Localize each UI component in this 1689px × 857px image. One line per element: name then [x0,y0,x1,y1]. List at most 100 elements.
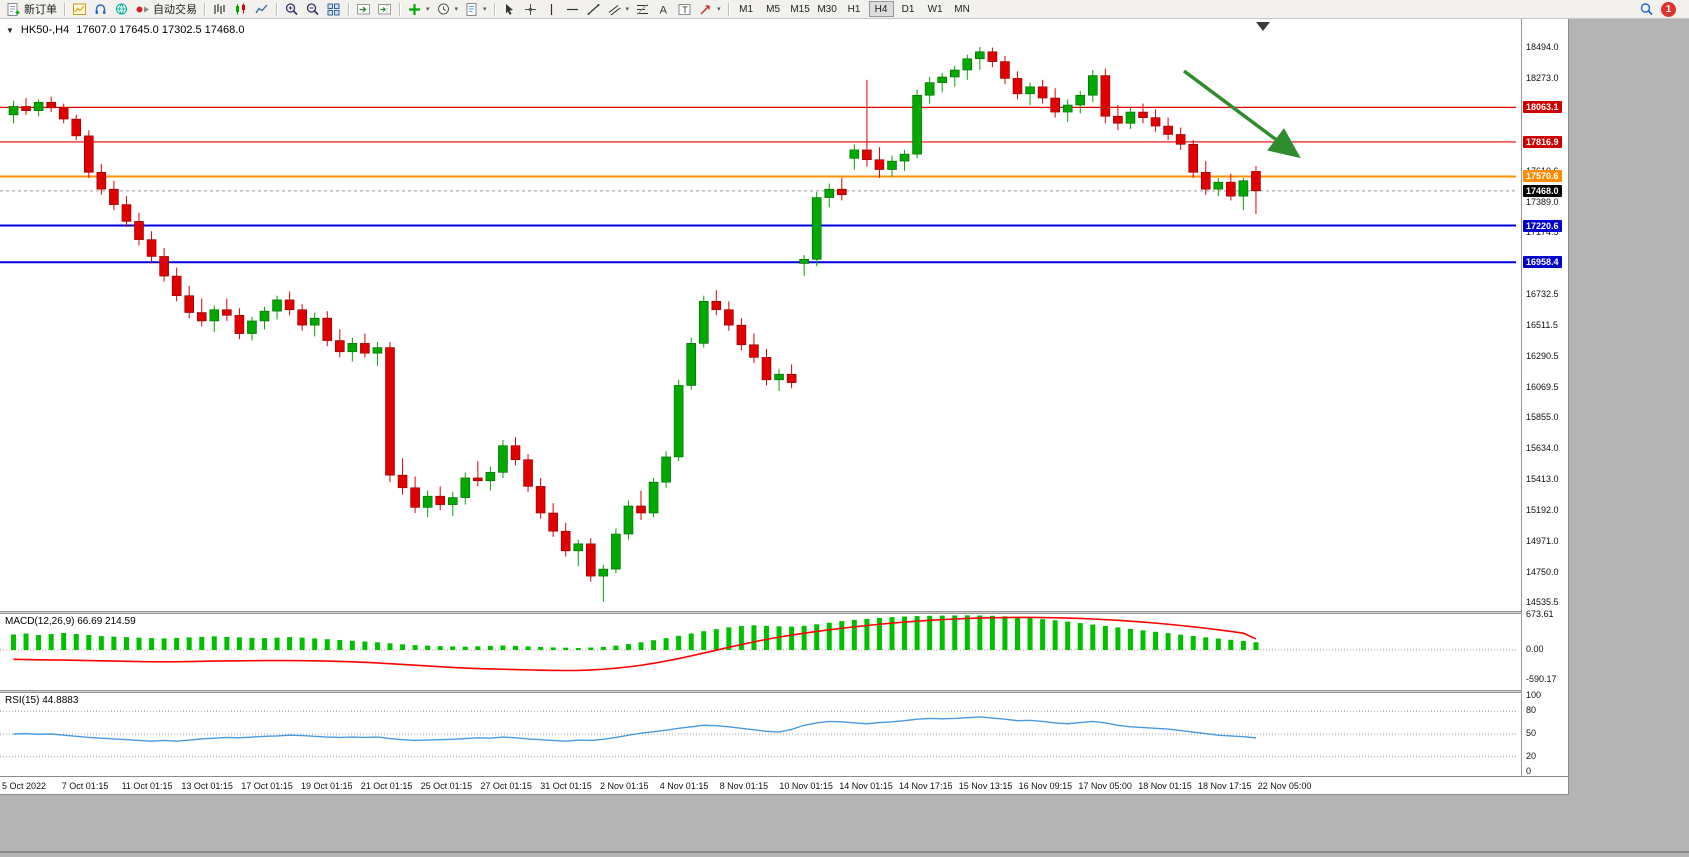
candle [1175,134,1186,145]
separator [348,2,349,16]
auto-scroll-button[interactable] [353,1,374,18]
notification-badge[interactable]: 1 [1661,1,1676,17]
text-button[interactable]: A [653,1,674,18]
timeframe-h4[interactable]: H4 [868,1,894,17]
new-chart-button[interactable] [69,1,90,18]
candle [8,106,19,116]
timeframe-m15[interactable]: M15 [788,1,813,17]
headset-icon [95,3,106,14]
market-watch-button[interactable] [90,1,111,18]
vertical-line-button[interactable] [541,1,562,18]
autotrading-label: 自动交易 [153,4,197,16]
price-axis-tick: 18273.0 [1526,72,1559,83]
channel-button[interactable]: ▾ [604,1,633,18]
trendline-button[interactable] [583,1,604,18]
candlestick-chart-button[interactable] [230,1,251,18]
rsi-axis-20: 20 [1526,751,1537,761]
arrows-button[interactable]: ▾ [695,1,724,18]
candle [510,445,521,461]
candle [824,188,835,198]
cursor-icon [505,3,513,15]
candle [736,324,747,346]
svg-text:T: T [682,4,688,14]
candle [623,505,634,535]
price-chart[interactable] [0,19,1520,611]
price-level-badge: 17570.6 [1523,170,1562,183]
candle [234,315,245,334]
candle [247,320,257,334]
candle [422,495,433,508]
chart-ohlc-values: 17607.0 17645.0 17302.5 17468.0 [76,24,245,36]
templates-button[interactable]: ▾ [461,1,490,18]
auto-scroll-icon [357,3,370,14]
rsi-axis-80: 80 [1526,705,1537,715]
candle [598,568,609,577]
rsi-splitter[interactable] [0,690,1568,693]
separator [727,2,729,16]
candle [673,385,684,458]
chevron-down-icon: ▾ [717,6,721,13]
macd-splitter[interactable] [0,611,1568,614]
horizontal-line-button[interactable] [562,1,583,18]
candles-layer[interactable] [8,47,1261,602]
crosshair-button[interactable] [520,1,541,18]
data-window-button[interactable] [111,1,132,18]
tile-windows-button[interactable] [323,1,344,18]
candle [1251,171,1261,192]
price-axis-tick: 18494.0 [1526,42,1559,52]
timeframe-m30[interactable]: M30 [815,1,840,17]
separator [276,2,277,16]
macd-panel[interactable] [0,614,1520,690]
arrow-tool-icon [700,4,710,14]
zoom-in-button[interactable] [281,1,302,18]
timeframe-m5[interactable]: M5 [761,1,786,17]
candle [84,135,94,173]
new-order-icon [7,2,20,16]
trend-arrow-annotation[interactable] [1182,69,1301,159]
timeframe-w1[interactable]: W1 [923,1,948,17]
price-axis[interactable]: 673.61 0.00 -590.17 100 80 50 20 0 18494… [1521,19,1568,776]
candle [774,373,784,381]
candle [1213,181,1224,190]
candle [749,344,759,358]
separator [493,2,495,16]
line-chart-button[interactable] [251,1,272,18]
chart-shift-marker[interactable] [1256,22,1270,31]
price-axis-tick: 16290.5 [1526,350,1559,361]
one-click-trading-toggle[interactable]: ▼ [6,25,14,35]
macd-axis-min: -590.17 [1526,674,1557,684]
new-order-button[interactable]: 新订单 [3,1,60,18]
candle [698,301,709,344]
date-label: 7 Oct 01:15 [61,781,109,791]
candle [222,309,232,316]
indicators-button[interactable]: ▾ [404,1,433,18]
periods-button[interactable]: ▾ [433,1,462,18]
price-axis-tick: 16069.5 [1526,381,1559,392]
timeframe-mn[interactable]: MN [950,1,975,17]
trendline-icon [587,3,600,15]
cursor-button[interactable] [499,1,520,18]
zoom-out-button[interactable] [302,1,323,18]
indicators-plus-icon [409,3,420,15]
timeframe-d1[interactable]: D1 [896,1,921,17]
candle [962,58,973,71]
date-axis[interactable]: 5 Oct 2022 7 Oct 01:15 11 Oct 01:15 13 Oct … [0,776,1568,794]
chart-shift-button[interactable] [374,1,395,18]
autotrading-button[interactable]: 自动交易 [132,1,200,18]
main-toolbar: 新订单 自动交易 ▾ ▾ ▾ [0,0,1689,19]
date-label: 5 Oct 2022 [2,781,47,791]
svg-text:A: A [660,4,668,16]
candle [1113,115,1123,124]
bar-chart-button[interactable] [209,1,230,18]
candle [636,505,646,514]
timeframe-h1[interactable]: H1 [842,1,867,17]
label-button[interactable]: T [674,1,695,18]
timeframe-m1[interactable]: M1 [734,1,759,17]
candle [184,295,194,313]
fibonacci-button[interactable] [632,1,653,18]
candle [724,309,734,326]
macd-axis-max: 673.61 [1526,609,1554,619]
rsi-panel[interactable] [0,693,1520,775]
search-button[interactable] [1636,1,1657,18]
candle [661,456,671,483]
